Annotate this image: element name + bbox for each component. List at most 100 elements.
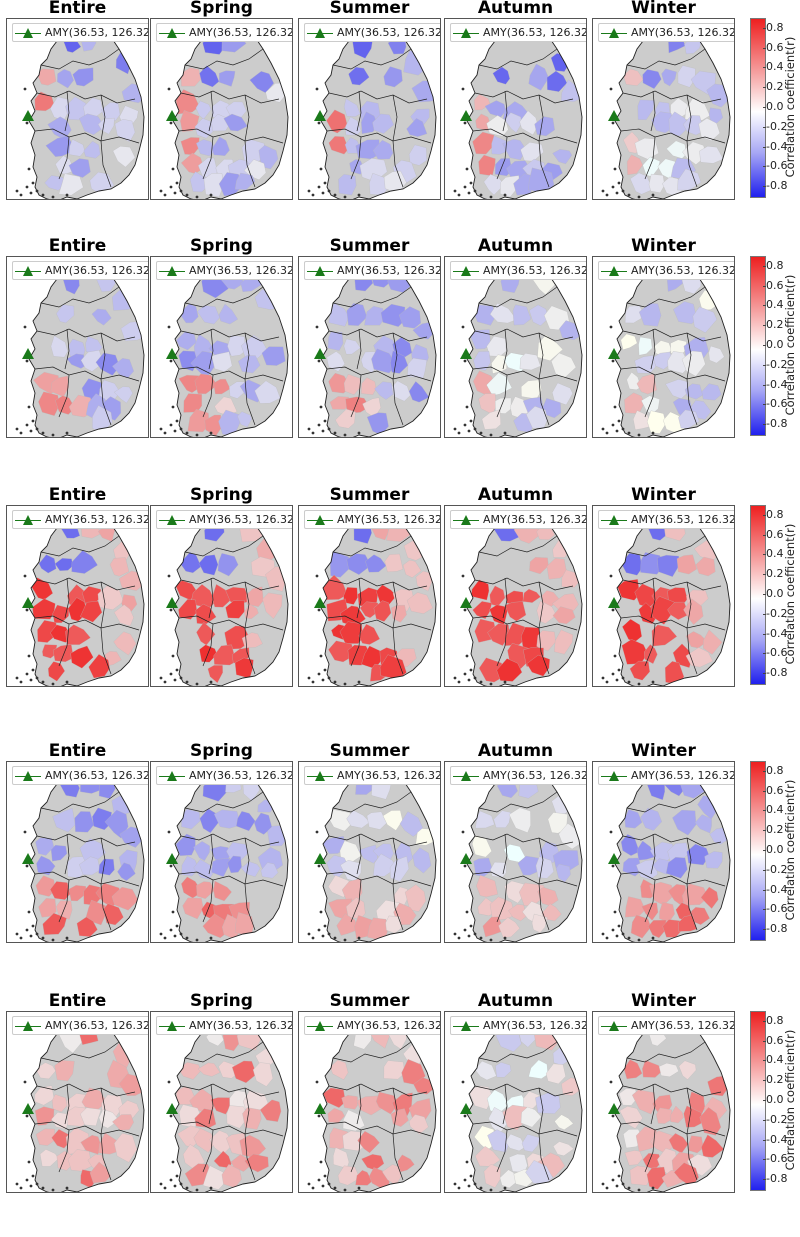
district-patch bbox=[38, 554, 57, 574]
map-frame: AMY(36.53, 126.32) bbox=[298, 505, 441, 687]
korea-map bbox=[159, 767, 289, 942]
district-patch bbox=[620, 834, 640, 856]
district-patch bbox=[98, 117, 115, 135]
province-boundary bbox=[328, 833, 428, 847]
island bbox=[185, 936, 189, 940]
province-boundary bbox=[496, 136, 508, 180]
island bbox=[617, 181, 621, 185]
province-boundary bbox=[326, 128, 432, 144]
legend-label: AMY(36.53, 126.32) bbox=[189, 264, 293, 277]
district-patch bbox=[80, 600, 103, 623]
island bbox=[479, 680, 483, 684]
colorbar-tick: 0.4 bbox=[763, 60, 784, 74]
district-patch bbox=[262, 592, 283, 620]
colorbar-label: Correlation coefficient(r) bbox=[783, 1029, 797, 1171]
green-triangle-icon bbox=[315, 27, 325, 38]
island bbox=[35, 932, 39, 936]
green-triangle-icon bbox=[23, 27, 33, 38]
island bbox=[637, 433, 641, 437]
district-patch bbox=[48, 661, 65, 682]
island bbox=[461, 1080, 465, 1084]
legend-marker bbox=[159, 514, 185, 526]
district-patch bbox=[109, 557, 130, 577]
island bbox=[175, 924, 179, 928]
island bbox=[617, 1174, 621, 1178]
district-patch bbox=[374, 381, 395, 400]
map-panel-summer: Summer AMY(36.53, 126.32) bbox=[298, 485, 441, 723]
legend-label: AMY(36.53, 126.32) bbox=[337, 513, 441, 526]
island bbox=[317, 121, 321, 125]
district-patch bbox=[529, 557, 549, 575]
island bbox=[209, 1186, 213, 1190]
island bbox=[333, 936, 337, 940]
island bbox=[185, 1186, 189, 1190]
korea-map bbox=[601, 1017, 731, 1192]
province-boundary bbox=[178, 871, 284, 887]
island bbox=[605, 431, 609, 435]
district-patch bbox=[104, 651, 122, 667]
district-patch bbox=[678, 1060, 697, 1080]
district-patch bbox=[470, 579, 490, 601]
island bbox=[311, 680, 315, 684]
coastline bbox=[466, 262, 583, 437]
district-patch bbox=[71, 550, 98, 574]
province-boundary bbox=[392, 1087, 398, 1135]
map-legend: AMY(36.53, 126.32) bbox=[598, 23, 734, 42]
district-patch bbox=[50, 335, 68, 358]
island bbox=[467, 678, 471, 682]
green-triangle-icon bbox=[609, 27, 619, 38]
province-boundary bbox=[622, 328, 722, 342]
district-patch bbox=[630, 914, 652, 939]
province-boundary bbox=[326, 871, 432, 887]
district-patch bbox=[236, 811, 256, 832]
district-patch bbox=[684, 383, 703, 400]
map-frame: AMY(36.53, 126.32) bbox=[6, 505, 149, 687]
district-patch bbox=[365, 554, 387, 573]
district-patch bbox=[681, 350, 706, 377]
island bbox=[307, 676, 311, 680]
district-patch bbox=[650, 596, 675, 625]
colorbar-tick: 0.2 bbox=[763, 318, 784, 332]
district-patch bbox=[503, 844, 526, 863]
province-boundary bbox=[626, 48, 706, 70]
district-patch bbox=[194, 1108, 217, 1128]
island bbox=[167, 574, 171, 578]
province-boundary bbox=[244, 837, 250, 885]
colorbar-tick: -0.4 bbox=[762, 882, 788, 896]
island bbox=[469, 668, 473, 672]
island bbox=[317, 359, 321, 363]
district-patch bbox=[656, 1107, 672, 1124]
korea-map bbox=[453, 262, 583, 437]
map-legend: AMY(36.53, 126.32) bbox=[304, 1016, 440, 1035]
green-triangle-icon bbox=[167, 1020, 177, 1031]
map-panel-entire: Entire AMY(36.53, 126.32) bbox=[6, 991, 149, 1229]
map-legend: AMY(36.53, 126.32) bbox=[12, 766, 148, 785]
province-boundary bbox=[64, 1083, 70, 1125]
island bbox=[35, 427, 39, 431]
province-boundary bbox=[100, 883, 112, 931]
district-patch bbox=[699, 146, 724, 164]
map-legend: AMY(36.53, 126.32) bbox=[156, 23, 292, 42]
district-patch bbox=[182, 897, 204, 920]
island bbox=[195, 195, 199, 199]
district-patch bbox=[546, 70, 568, 92]
district-patch bbox=[661, 68, 677, 87]
island bbox=[453, 676, 457, 680]
district-patch bbox=[406, 592, 433, 614]
island bbox=[463, 608, 467, 612]
island bbox=[621, 1182, 625, 1186]
district-patch bbox=[554, 629, 574, 655]
island bbox=[27, 654, 31, 658]
island bbox=[453, 1182, 457, 1186]
province-boundary bbox=[36, 833, 136, 847]
green-triangle-icon bbox=[23, 1020, 33, 1031]
island bbox=[627, 680, 631, 684]
island bbox=[25, 1178, 29, 1182]
colorbar-tick: -0.2 bbox=[762, 119, 788, 133]
province-boundary bbox=[502, 1083, 508, 1125]
district-patch bbox=[80, 1107, 102, 1126]
district-patch bbox=[521, 1134, 541, 1153]
province-boundary bbox=[392, 1133, 404, 1181]
colorbar-tick: -0.2 bbox=[762, 1112, 788, 1126]
legend-label: AMY(36.53, 126.32) bbox=[337, 769, 441, 782]
